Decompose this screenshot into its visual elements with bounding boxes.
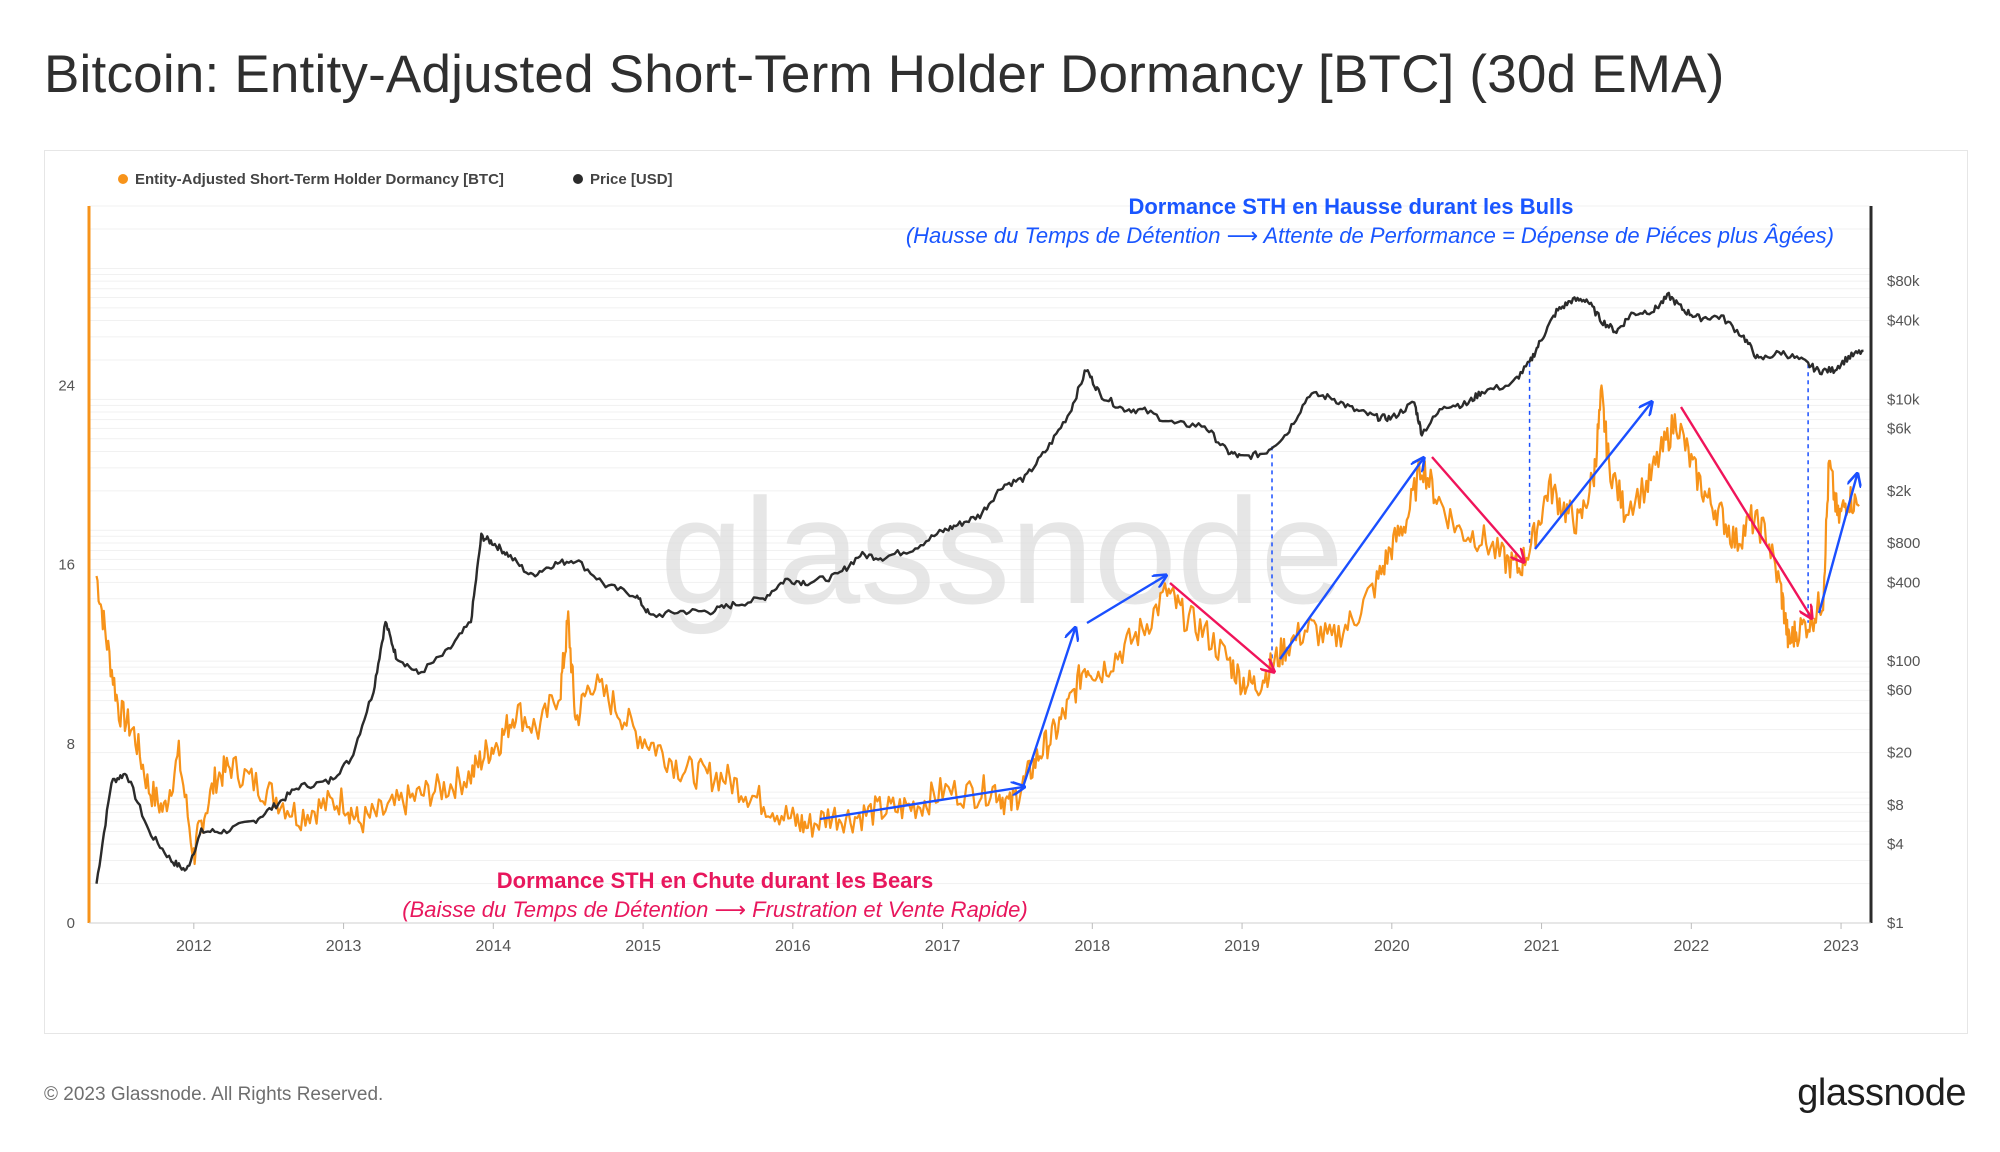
right-tick-label: $60 [1887,682,1912,699]
trend-arrows [819,403,1857,821]
right-tick-label: $20 [1887,745,1912,762]
right-tick-label: $6k [1887,420,1912,437]
copyright-text: © 2023 Glassnode. All Rights Reserved. [44,1084,384,1105]
left-tick-label: 24 [58,377,75,394]
x-tick-label: 2018 [1075,938,1111,955]
bear-arrow [1169,582,1273,671]
x-axis-ticks: 2012 2013 2014 2015 2016 2017 2018 2019 2020 2021… [176,923,1859,955]
legend-price-dot [573,174,583,184]
page-title: Bitcoin: Entity-Adjusted Short-Term Hold… [44,45,1725,104]
glassnode-logo[interactable]: glassnode [1797,1072,1966,1114]
legend-price-label: Price [USD] [590,171,673,188]
x-tick-label: 2017 [925,938,961,955]
right-axis-ticks: $1 $4 $8 $20 $60 $100 $400 $800 $2k $6k $10k $40k $8… [1887,273,1920,932]
series-dormancy-line [95,384,1860,866]
bull-arrow [1279,459,1423,660]
right-tick-label: $100 [1887,653,1920,670]
x-tick-label: 2023 [1823,938,1859,955]
right-tick-label: $2k [1887,483,1912,500]
right-tick-label: $800 [1887,535,1920,552]
x-tick-label: 2022 [1674,938,1710,955]
right-tick-label: $4 [1887,836,1904,853]
bear-annotation-title: Dormance STH en Chute durant les Bears [497,868,933,893]
right-tick-label: $80k [1887,273,1920,290]
right-tick-label: $1 [1887,915,1904,932]
watermark: glassnode [660,467,1344,635]
x-tick-label: 2014 [476,938,512,955]
left-tick-label: 8 [67,736,75,753]
right-tick-label: $10k [1887,391,1920,408]
x-tick-label: 2019 [1224,938,1260,955]
chart-svg: glassnode Entity-Adjusted Short-Term Hol… [58,171,1920,955]
x-tick-label: 2016 [775,938,811,955]
legend-dormancy-dot [118,174,128,184]
chart-panel: glassnode Entity-Adjusted Short-Term Hol… [44,150,1968,1034]
bull-arrow [1817,475,1857,614]
grid [89,205,1871,924]
x-tick-label: 2015 [625,938,661,955]
bull-annotation-title: Dormance STH en Hausse durant les Bulls [1128,194,1573,219]
left-axis-ticks: 0 8 16 24 [58,377,75,932]
bull-arrow [1021,629,1075,788]
right-tick-label: $400 [1887,574,1920,591]
bull-arrow [1086,576,1165,625]
bull-annotation-subtitle: (Hausse du Temps de Détention ⟶ Attente … [906,223,1834,248]
bear-arrow [1431,456,1523,561]
left-tick-label: 0 [67,915,75,932]
bear-arrow [1679,406,1811,617]
bear-annotation-subtitle: (Baisse du Temps de Détention ⟶ Frustrat… [402,897,1027,922]
x-tick-label: 2020 [1374,938,1410,955]
dashed-markers [1271,362,1809,666]
bull-arrow [1534,403,1651,550]
x-tick-label: 2013 [326,938,362,955]
legend-dormancy-label: Entity-Adjusted Short-Term Holder Dorman… [135,171,504,188]
right-tick-label: $8 [1887,797,1904,814]
series-price-line [95,291,1864,884]
x-tick-label: 2012 [176,938,212,955]
bull-arrow [819,787,1023,821]
right-tick-label: $40k [1887,313,1920,330]
legend: Entity-Adjusted Short-Term Holder Dorman… [118,171,673,188]
x-tick-label: 2021 [1524,938,1560,955]
left-tick-label: 16 [58,557,75,574]
